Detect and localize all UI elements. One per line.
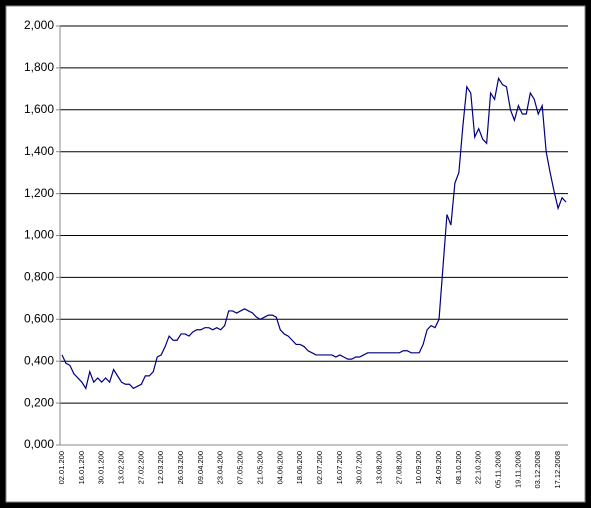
chart-area <box>5 5 586 503</box>
x-tick-label: 16.01.200 <box>77 451 86 484</box>
x-tick-label: 16.07.200 <box>335 451 344 484</box>
y-tick-label: 0,400 <box>24 353 54 367</box>
x-tick-label: 30.01.200 <box>97 451 106 484</box>
x-tick-label: 07.05.200 <box>236 451 245 484</box>
y-tick-label: 0,600 <box>24 311 54 325</box>
x-tick-label: 12.03.200 <box>156 451 165 484</box>
x-tick-label: 30.07.200 <box>355 451 364 484</box>
x-tick-label: 23.04.200 <box>216 451 225 484</box>
x-tick-label: 24.09.200 <box>434 451 443 484</box>
x-tick-label: 27.08.200 <box>394 451 403 484</box>
y-tick-label: 0,200 <box>24 395 54 409</box>
x-tick-label: 13.02.200 <box>117 451 126 484</box>
y-tick-label: 1,400 <box>24 144 54 158</box>
x-tick-label: 22.10.200 <box>474 451 483 484</box>
y-tick-label: 1,000 <box>24 228 54 242</box>
y-tick-label: 0,800 <box>24 270 54 284</box>
y-tick-label: 0,000 <box>24 437 54 451</box>
x-tick-label: 08.10.200 <box>454 451 463 484</box>
x-tick-label: 13.08.200 <box>374 451 383 484</box>
y-tick-label: 1,800 <box>24 60 54 74</box>
x-tick-label: 04.06.200 <box>275 451 284 484</box>
x-tick-label: 18.06.200 <box>295 451 304 484</box>
data-line <box>61 76 567 390</box>
x-tick-label: 03.12.2008 <box>533 451 542 489</box>
x-tick-label: 05.11.2008 <box>494 451 503 488</box>
x-tick-label: 21.05.200 <box>255 451 264 484</box>
x-tick-label: 26.03.200 <box>176 451 185 484</box>
x-tick-label: 02.07.200 <box>315 451 324 484</box>
x-tick-label: 09.04.200 <box>196 451 205 484</box>
y-tick-label: 1,600 <box>24 102 54 116</box>
y-tick-label: 1,200 <box>24 186 54 200</box>
x-tick-label: 02.01.200 <box>57 451 66 484</box>
x-tick-label: 10.09.200 <box>414 451 423 484</box>
y-tick-label: 2,000 <box>24 18 54 32</box>
x-tick-label: 17.12.2008 <box>553 451 562 489</box>
x-tick-label: 27.02.200 <box>136 451 145 484</box>
x-tick-label: 19.11.2008 <box>513 451 522 488</box>
